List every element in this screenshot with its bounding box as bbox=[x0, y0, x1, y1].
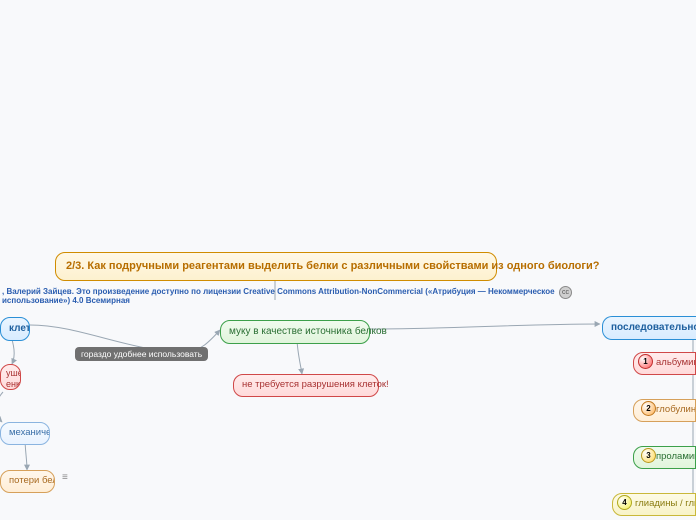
license-text: , Валерий Зайцев. Это произведение досту… bbox=[0, 287, 562, 305]
root-node[interactable]: 2/3. Как подручными реагентами выделить … bbox=[55, 252, 497, 281]
node-cells[interactable]: клеток bbox=[0, 317, 30, 341]
node-loss[interactable]: потери белков bbox=[0, 470, 55, 493]
node-destruction-line1: ушения bbox=[6, 368, 21, 378]
badge-4: 4 bbox=[617, 495, 632, 510]
badge-1: 1 bbox=[638, 354, 653, 369]
node-flour[interactable]: муку в качестве источника белков bbox=[220, 320, 370, 344]
node-destruction-line2: енки bbox=[6, 379, 21, 389]
mindmap-canvas: 2/3. Как подручными реагентами выделить … bbox=[0, 0, 696, 520]
node-destruction[interactable]: ушения енки bbox=[0, 364, 21, 390]
node-sequential[interactable]: последовательное вы bbox=[602, 316, 696, 340]
cc-icon: cc bbox=[559, 286, 572, 299]
badge-2: 2 bbox=[641, 401, 656, 416]
node-no-destroy[interactable]: не требуется разрушения клеток! bbox=[233, 374, 379, 397]
node-mechanical[interactable]: механически bbox=[0, 422, 50, 445]
badge-3: 3 bbox=[641, 448, 656, 463]
edge-label-convenient: гораздо удобнее использовать bbox=[75, 347, 208, 361]
expand-icon[interactable]: ≡ bbox=[62, 472, 68, 483]
